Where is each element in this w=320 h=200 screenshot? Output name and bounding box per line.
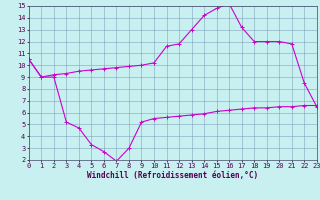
X-axis label: Windchill (Refroidissement éolien,°C): Windchill (Refroidissement éolien,°C) — [87, 171, 258, 180]
